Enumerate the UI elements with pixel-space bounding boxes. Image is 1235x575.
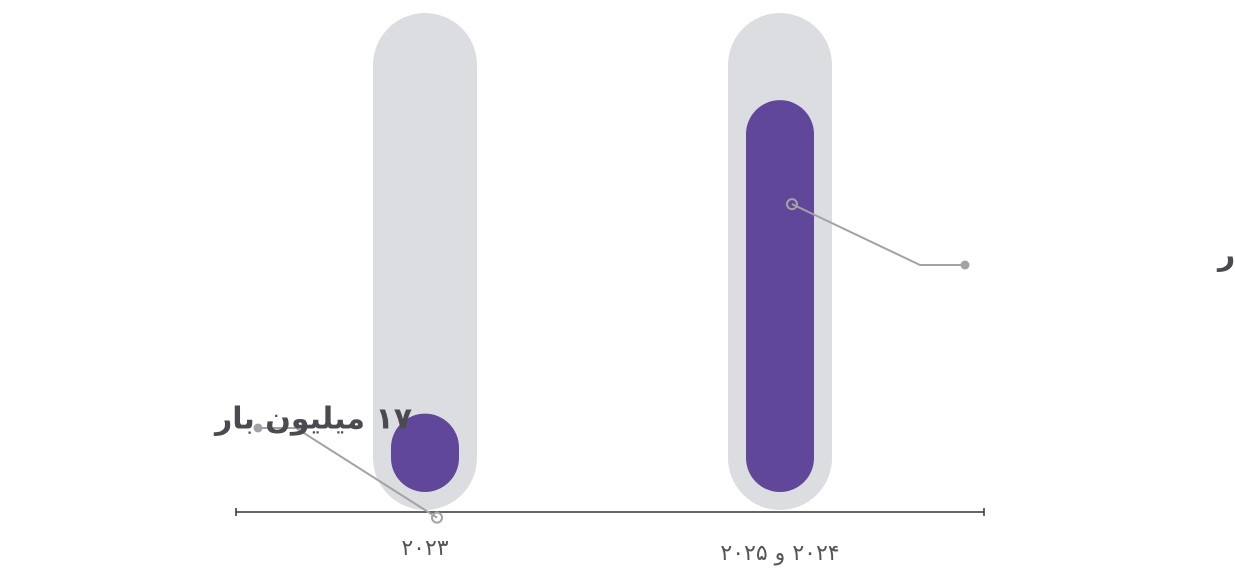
bar [391, 413, 459, 492]
leader-anchor [431, 511, 443, 524]
data-labels: ۱۷ میلیون بار ۸۵ میلیون بار [213, 238, 1235, 437]
data-label: ۱۷ میلیون بار [213, 402, 412, 437]
leader-line [258, 427, 438, 519]
bars [391, 100, 814, 493]
leader-end-dot [253, 423, 263, 433]
leader-end-dot [960, 260, 970, 270]
x-tick-label: ۲۰۲۴ و ۲۰۲۵ [720, 541, 839, 566]
x-tick-label: ۲۰۲۳ [401, 536, 448, 561]
leader-anchor [786, 198, 798, 211]
bar [746, 100, 814, 493]
leader-line [791, 203, 965, 266]
data-label: ۸۵ میلیون بار [1216, 238, 1235, 273]
leader-lines [253, 198, 970, 524]
bar-track [373, 13, 477, 510]
x-tick-labels: ۲۰۲۳ ۲۰۲۴ و ۲۰۲۵ [401, 536, 839, 566]
